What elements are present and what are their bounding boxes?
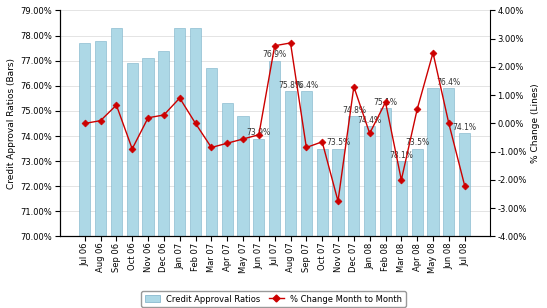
Bar	[143, 58, 154, 237]
Bar	[174, 28, 185, 237]
Text: 76.4%: 76.4%	[437, 78, 461, 87]
Text: 76.4%: 76.4%	[294, 81, 318, 90]
Bar	[427, 88, 439, 237]
Bar	[111, 28, 122, 237]
Bar	[412, 148, 423, 237]
Y-axis label: Credit Approval Ratios (Bars): Credit Approval Ratios (Bars)	[7, 58, 16, 189]
Bar	[222, 103, 232, 237]
Bar	[237, 116, 248, 237]
Bar	[301, 91, 312, 237]
Bar	[269, 61, 280, 237]
Bar	[396, 161, 407, 237]
Bar	[459, 133, 470, 237]
Bar	[443, 88, 455, 237]
Bar	[333, 148, 344, 237]
Bar	[79, 43, 90, 237]
Text: 73.5%: 73.5%	[326, 138, 350, 147]
Text: 75.8%: 75.8%	[278, 81, 302, 90]
Bar	[285, 91, 296, 237]
Bar	[127, 63, 138, 237]
Y-axis label: % Change (Lines): % Change (Lines)	[531, 84, 540, 163]
Legend: Credit Approval Ratios, % Change Month to Month: Credit Approval Ratios, % Change Month t…	[141, 291, 406, 307]
Bar	[206, 68, 217, 237]
Text: 76.9%: 76.9%	[263, 51, 287, 59]
Text: 74.1%: 74.1%	[453, 123, 476, 132]
Bar	[317, 148, 328, 237]
Text: 74.4%: 74.4%	[358, 116, 382, 125]
Bar	[190, 28, 201, 237]
Text: 75.1%: 75.1%	[374, 98, 398, 107]
Bar	[158, 51, 170, 237]
Bar	[253, 139, 264, 237]
Text: 74.8%: 74.8%	[342, 106, 366, 115]
Bar	[95, 41, 106, 237]
Bar	[380, 108, 391, 237]
Bar	[348, 116, 359, 237]
Text: 73.5%: 73.5%	[405, 138, 429, 147]
Text: 78.1%: 78.1%	[389, 151, 414, 160]
Bar	[364, 126, 375, 237]
Text: 73.9%: 73.9%	[247, 128, 271, 137]
